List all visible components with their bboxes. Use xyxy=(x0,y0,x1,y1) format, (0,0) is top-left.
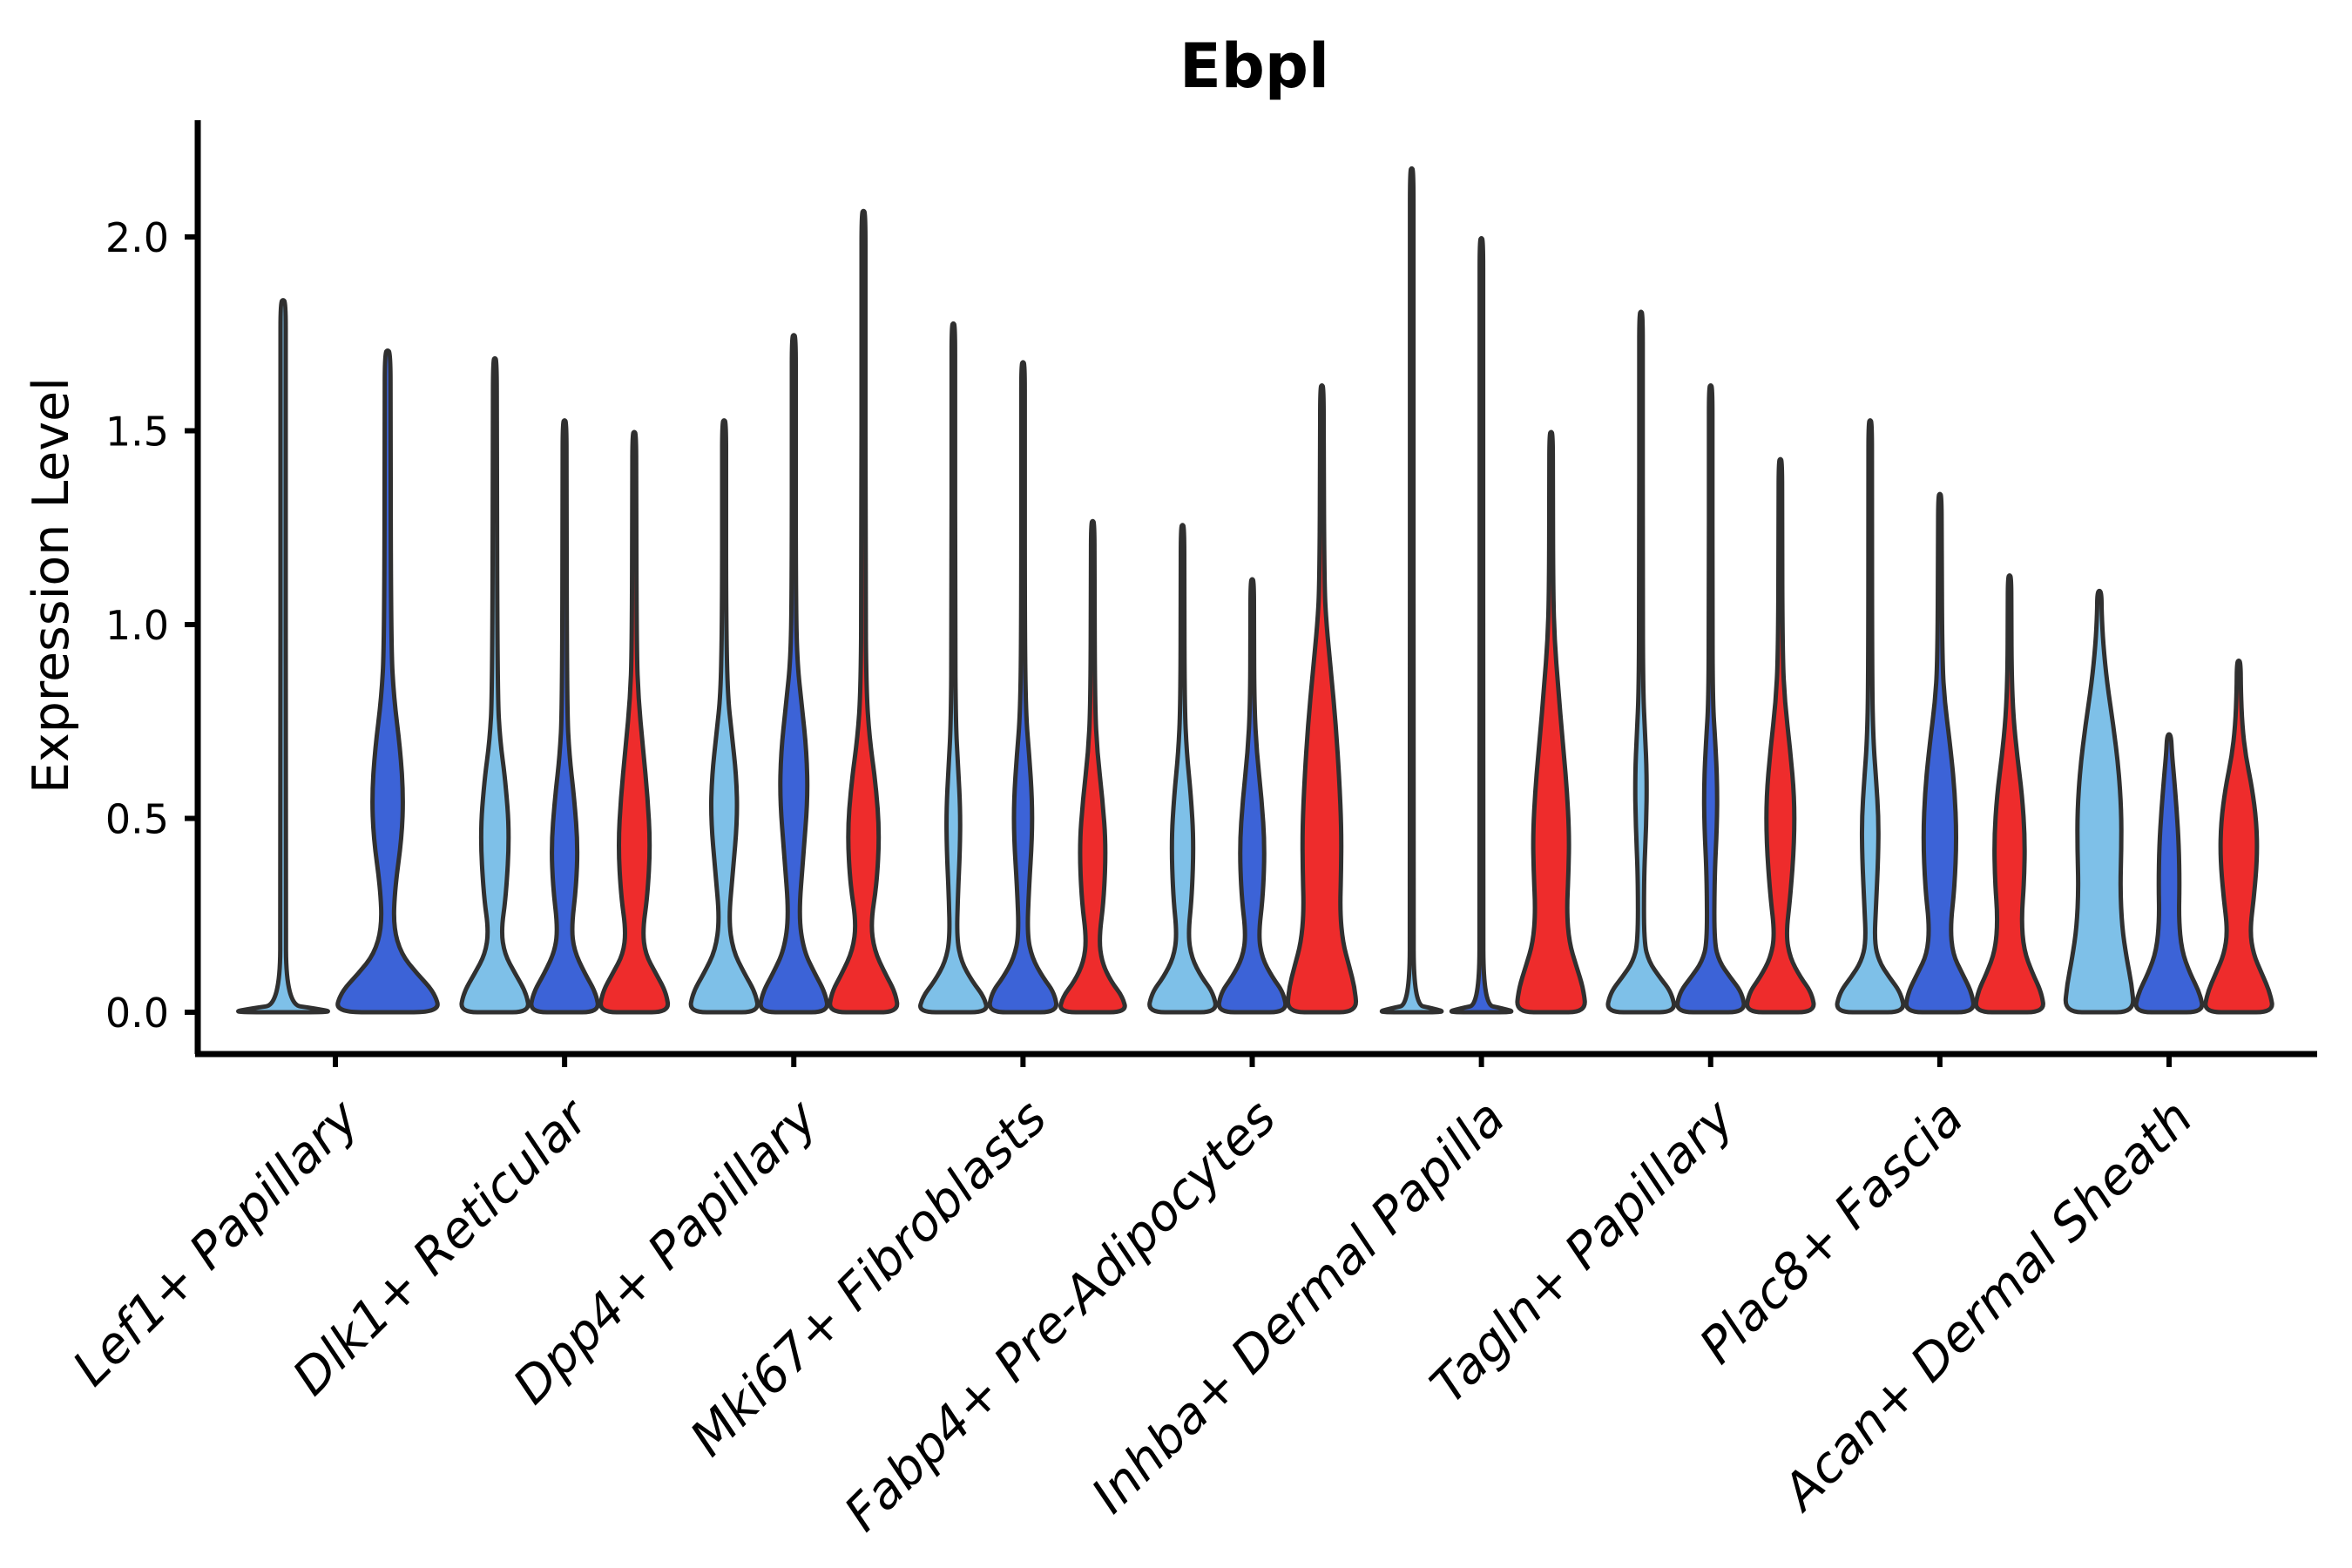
violin-lef1-papillary-dark-blue xyxy=(335,348,440,1015)
violin-acan-dermal-sheath-dark-blue xyxy=(2133,732,2205,1015)
x-tick-label-acan-dermal-sheath: Acan+ Dermal Sheath xyxy=(1769,1089,2203,1523)
violin-plac8-fascia-dark-blue xyxy=(1903,491,1976,1015)
violin-fabp4-pre-adipocytes-light-blue xyxy=(1147,523,1218,1015)
y-tick-label-2.0: 2.0 xyxy=(105,214,169,261)
violin-plac8-fascia-red xyxy=(1973,573,2045,1015)
violin-mki67-fibroblasts-dark-blue xyxy=(987,360,1059,1015)
violin-plac8-fascia-light-blue xyxy=(1835,418,1906,1015)
violin-series xyxy=(236,166,2274,1015)
violin-dpp4-papillary-dark-blue xyxy=(758,333,829,1015)
violin-dlk1-reticular-red xyxy=(598,429,671,1015)
violin-tagln-papillary-light-blue xyxy=(1605,309,1677,1015)
y-tick-label-0.5: 0.5 xyxy=(105,796,169,843)
y-tick-label-1.5: 1.5 xyxy=(105,409,169,456)
violin-acan-dermal-sheath-red xyxy=(2203,659,2274,1015)
violin-acan-dermal-sheath-light-blue xyxy=(2063,588,2136,1015)
violin-mki67-fibroblasts-light-blue xyxy=(918,321,989,1015)
violin-dpp4-papillary-light-blue xyxy=(688,418,760,1015)
y-axis-ticks: 0.0 0.5 1.0 1.5 2.0 xyxy=(105,214,198,1037)
y-axis-label: Expression Level xyxy=(23,377,80,794)
violin-mki67-fibroblasts-red xyxy=(1058,518,1127,1015)
violin-tagln-papillary-dark-blue xyxy=(1675,383,1747,1015)
x-tick-label-inhba-dermal-papilla: Inhba+ Dermal Papilla xyxy=(1081,1089,1517,1524)
violin-inhba-dermal-papilla-red xyxy=(1515,429,1587,1015)
violin-inhba-dermal-papilla-dark-blue xyxy=(1449,236,1514,1015)
violin-tagln-papillary-red xyxy=(1745,456,1816,1015)
violin-fabp4-pre-adipocytes-red xyxy=(1285,383,1359,1015)
violin-dlk1-reticular-dark-blue xyxy=(529,418,600,1015)
violin-dlk1-reticular-light-blue xyxy=(459,355,531,1015)
y-tick-label-0.0: 0.0 xyxy=(105,990,169,1037)
x-tick-label-fabp4-pre-adipocytes: Fabp4+ Pre-Adipocytes xyxy=(834,1089,1287,1542)
violin-inhba-dermal-papilla-light-blue xyxy=(1379,166,1444,1015)
violin-dpp4-papillary-red xyxy=(828,208,900,1015)
violin-fabp4-pre-adipocytes-dark-blue xyxy=(1216,577,1288,1015)
violin-lef1-papillary-light-blue xyxy=(236,298,330,1015)
y-tick-label-1.0: 1.0 xyxy=(105,602,169,649)
chart-title: Ebpl xyxy=(1179,30,1329,102)
